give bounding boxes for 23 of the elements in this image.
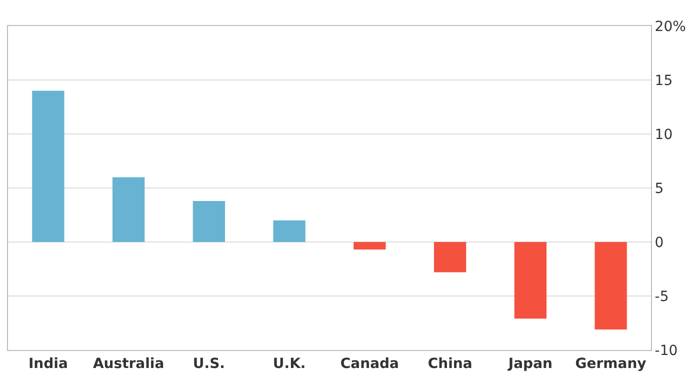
x-tick-label: Japan (507, 356, 552, 372)
x-tick-label: Australia (92, 356, 164, 372)
x-tick-label: China (428, 356, 472, 372)
x-tick-label: U.K. (272, 356, 306, 372)
x-tick-label: U.S. (192, 356, 225, 372)
bar (112, 177, 145, 242)
y-tick-label: -5 (654, 288, 669, 305)
bar (434, 242, 466, 272)
x-tick-label: Germany (575, 356, 646, 372)
bar (594, 242, 627, 330)
y-tick-label: 15 (654, 72, 673, 89)
x-tick-label: Canada (340, 356, 399, 372)
y-tick-label: 0 (654, 234, 664, 251)
bar (354, 242, 386, 250)
y-tick-label: 10 (654, 126, 673, 143)
y-tick-label: 5 (654, 180, 664, 197)
y-tick-label: -10 (654, 342, 678, 359)
y-tick-label: 20% (654, 18, 686, 35)
bar (32, 90, 64, 242)
bar (514, 242, 547, 319)
bar (273, 220, 306, 242)
x-tick-label: India (28, 356, 68, 372)
bar (192, 200, 226, 242)
